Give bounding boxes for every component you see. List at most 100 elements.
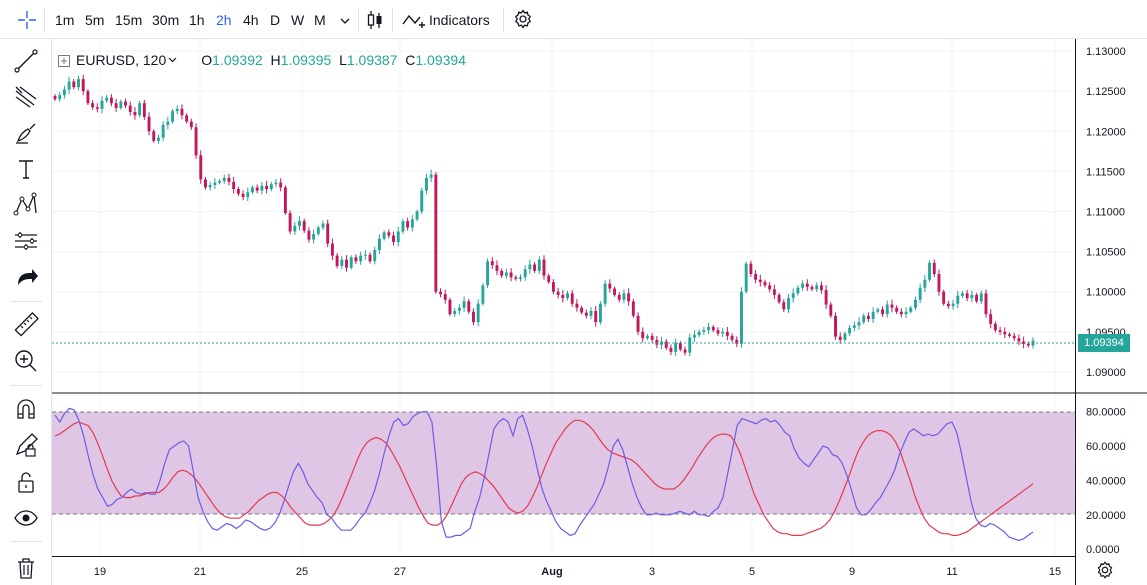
symbol-chevron-icon[interactable] — [168, 50, 177, 68]
candle-body — [533, 264, 537, 271]
candle-body — [843, 333, 847, 340]
candle-body — [321, 223, 325, 228]
time-tick-label: 5 — [749, 566, 755, 578]
candle-body — [175, 108, 179, 112]
stochastic-axis[interactable]: 80.0000 60.0000 40.0000 20.0000 0.0000 — [1086, 407, 1126, 556]
candle-body — [166, 121, 170, 125]
candle-body — [683, 349, 687, 353]
candle-body — [537, 259, 541, 271]
crosshair-menu-icon[interactable] — [16, 9, 38, 31]
candle-body — [584, 312, 588, 316]
interval-2h-button[interactable]: 2h — [216, 12, 232, 28]
candle-body — [274, 182, 278, 185]
trash-icon[interactable] — [12, 553, 40, 581]
indicators-icon[interactable] — [402, 11, 426, 34]
interval-1h-button[interactable]: 1h — [189, 12, 205, 28]
candle-body — [749, 263, 753, 275]
magnet-icon[interactable] — [12, 396, 40, 424]
stoch-tick-label: 40.0000 — [1086, 475, 1126, 487]
lock-icon[interactable] — [12, 468, 40, 496]
interval-15m-button[interactable]: 15m — [115, 12, 143, 28]
candles-chart-type-icon[interactable] — [365, 9, 385, 36]
interval-1m-button[interactable]: 1m — [55, 12, 75, 28]
candle-body — [993, 323, 997, 331]
time-tick-label: 19 — [94, 566, 106, 578]
candle-body — [899, 311, 903, 315]
candle-body — [777, 294, 781, 303]
candle-body — [631, 301, 635, 316]
arrow-icon[interactable] — [12, 263, 40, 291]
candle-body — [514, 277, 518, 279]
toolbar-divider — [503, 8, 504, 32]
pitchfork-icon[interactable] — [12, 83, 40, 111]
price-tick-label: 1.12500 — [1086, 86, 1126, 98]
candle-body — [62, 89, 66, 96]
candle-body — [495, 265, 499, 271]
prediction-icon[interactable] — [12, 227, 40, 255]
toolbar-divider — [10, 541, 42, 542]
candle-body — [946, 303, 950, 307]
time-tick-label: 15 — [1049, 566, 1061, 578]
ruler-icon[interactable] — [12, 311, 40, 339]
candle-body — [796, 287, 800, 294]
candle-body — [815, 285, 819, 290]
interval-d-button[interactable]: D — [270, 12, 281, 28]
candle-body — [401, 221, 405, 232]
chart-settings-gear-icon[interactable] — [1095, 560, 1115, 585]
time-axis[interactable]: 19 21 25 27 Aug 3 5 9 11 15 — [94, 566, 1061, 578]
candle-body — [288, 213, 292, 232]
candle-body — [838, 336, 842, 340]
price-axis[interactable]: 1.13000 1.12500 1.12000 1.11500 1.11000 1.105… — [1086, 46, 1126, 379]
candle-body — [848, 327, 852, 334]
expand-plus-icon[interactable] — [58, 53, 70, 71]
interval-m-button[interactable]: M — [314, 12, 326, 28]
candle-body — [185, 115, 189, 122]
candle-body — [866, 315, 870, 319]
lock-drawing-icon[interactable] — [12, 431, 40, 459]
candle-body — [787, 298, 790, 310]
candle-body — [368, 254, 372, 262]
trend-line-icon[interactable] — [12, 47, 40, 75]
interval-5m-button[interactable]: 5m — [85, 12, 105, 28]
interval-dropdown-icon[interactable] — [339, 14, 351, 32]
zoom-in-icon[interactable] — [12, 347, 40, 375]
candle-body — [255, 187, 259, 191]
indicators-button[interactable]: Indicators — [429, 12, 490, 28]
settings-gear-icon[interactable] — [512, 8, 534, 35]
candle-body — [744, 263, 748, 292]
candle-body — [852, 325, 856, 328]
time-tick-label: 11 — [946, 566, 957, 578]
candle-body — [772, 289, 776, 295]
candle-body — [707, 327, 711, 331]
candles-layer — [53, 74, 1035, 357]
candle-body — [58, 95, 62, 100]
interval-w-button[interactable]: W — [291, 12, 305, 28]
pattern-icon[interactable] — [12, 191, 40, 219]
candle-body — [1008, 334, 1011, 336]
candle-body — [730, 335, 734, 340]
candle-body — [307, 230, 311, 240]
candle-body — [594, 310, 598, 323]
candle-body — [551, 282, 555, 292]
candle-body — [613, 288, 616, 295]
candle-body — [998, 330, 1002, 332]
interval-30m-button[interactable]: 30m — [152, 12, 180, 28]
candle-body — [434, 174, 438, 292]
candle-body — [302, 221, 306, 231]
candle-body — [688, 337, 692, 353]
symbol-label[interactable]: EURUSD, 120 — [76, 52, 167, 68]
brush-icon[interactable] — [12, 119, 40, 147]
candle-body — [1012, 335, 1016, 339]
candle-body — [312, 233, 316, 240]
candle-body — [702, 330, 706, 332]
candle-body — [834, 315, 837, 337]
text-icon[interactable] — [12, 155, 40, 183]
candle-body — [556, 291, 560, 295]
toolbar-divider — [358, 8, 359, 32]
eye-icon[interactable] — [12, 504, 40, 532]
candle-body — [740, 291, 743, 344]
candle-body — [227, 177, 231, 182]
interval-4h-button[interactable]: 4h — [243, 12, 259, 28]
candle-body — [114, 103, 118, 108]
